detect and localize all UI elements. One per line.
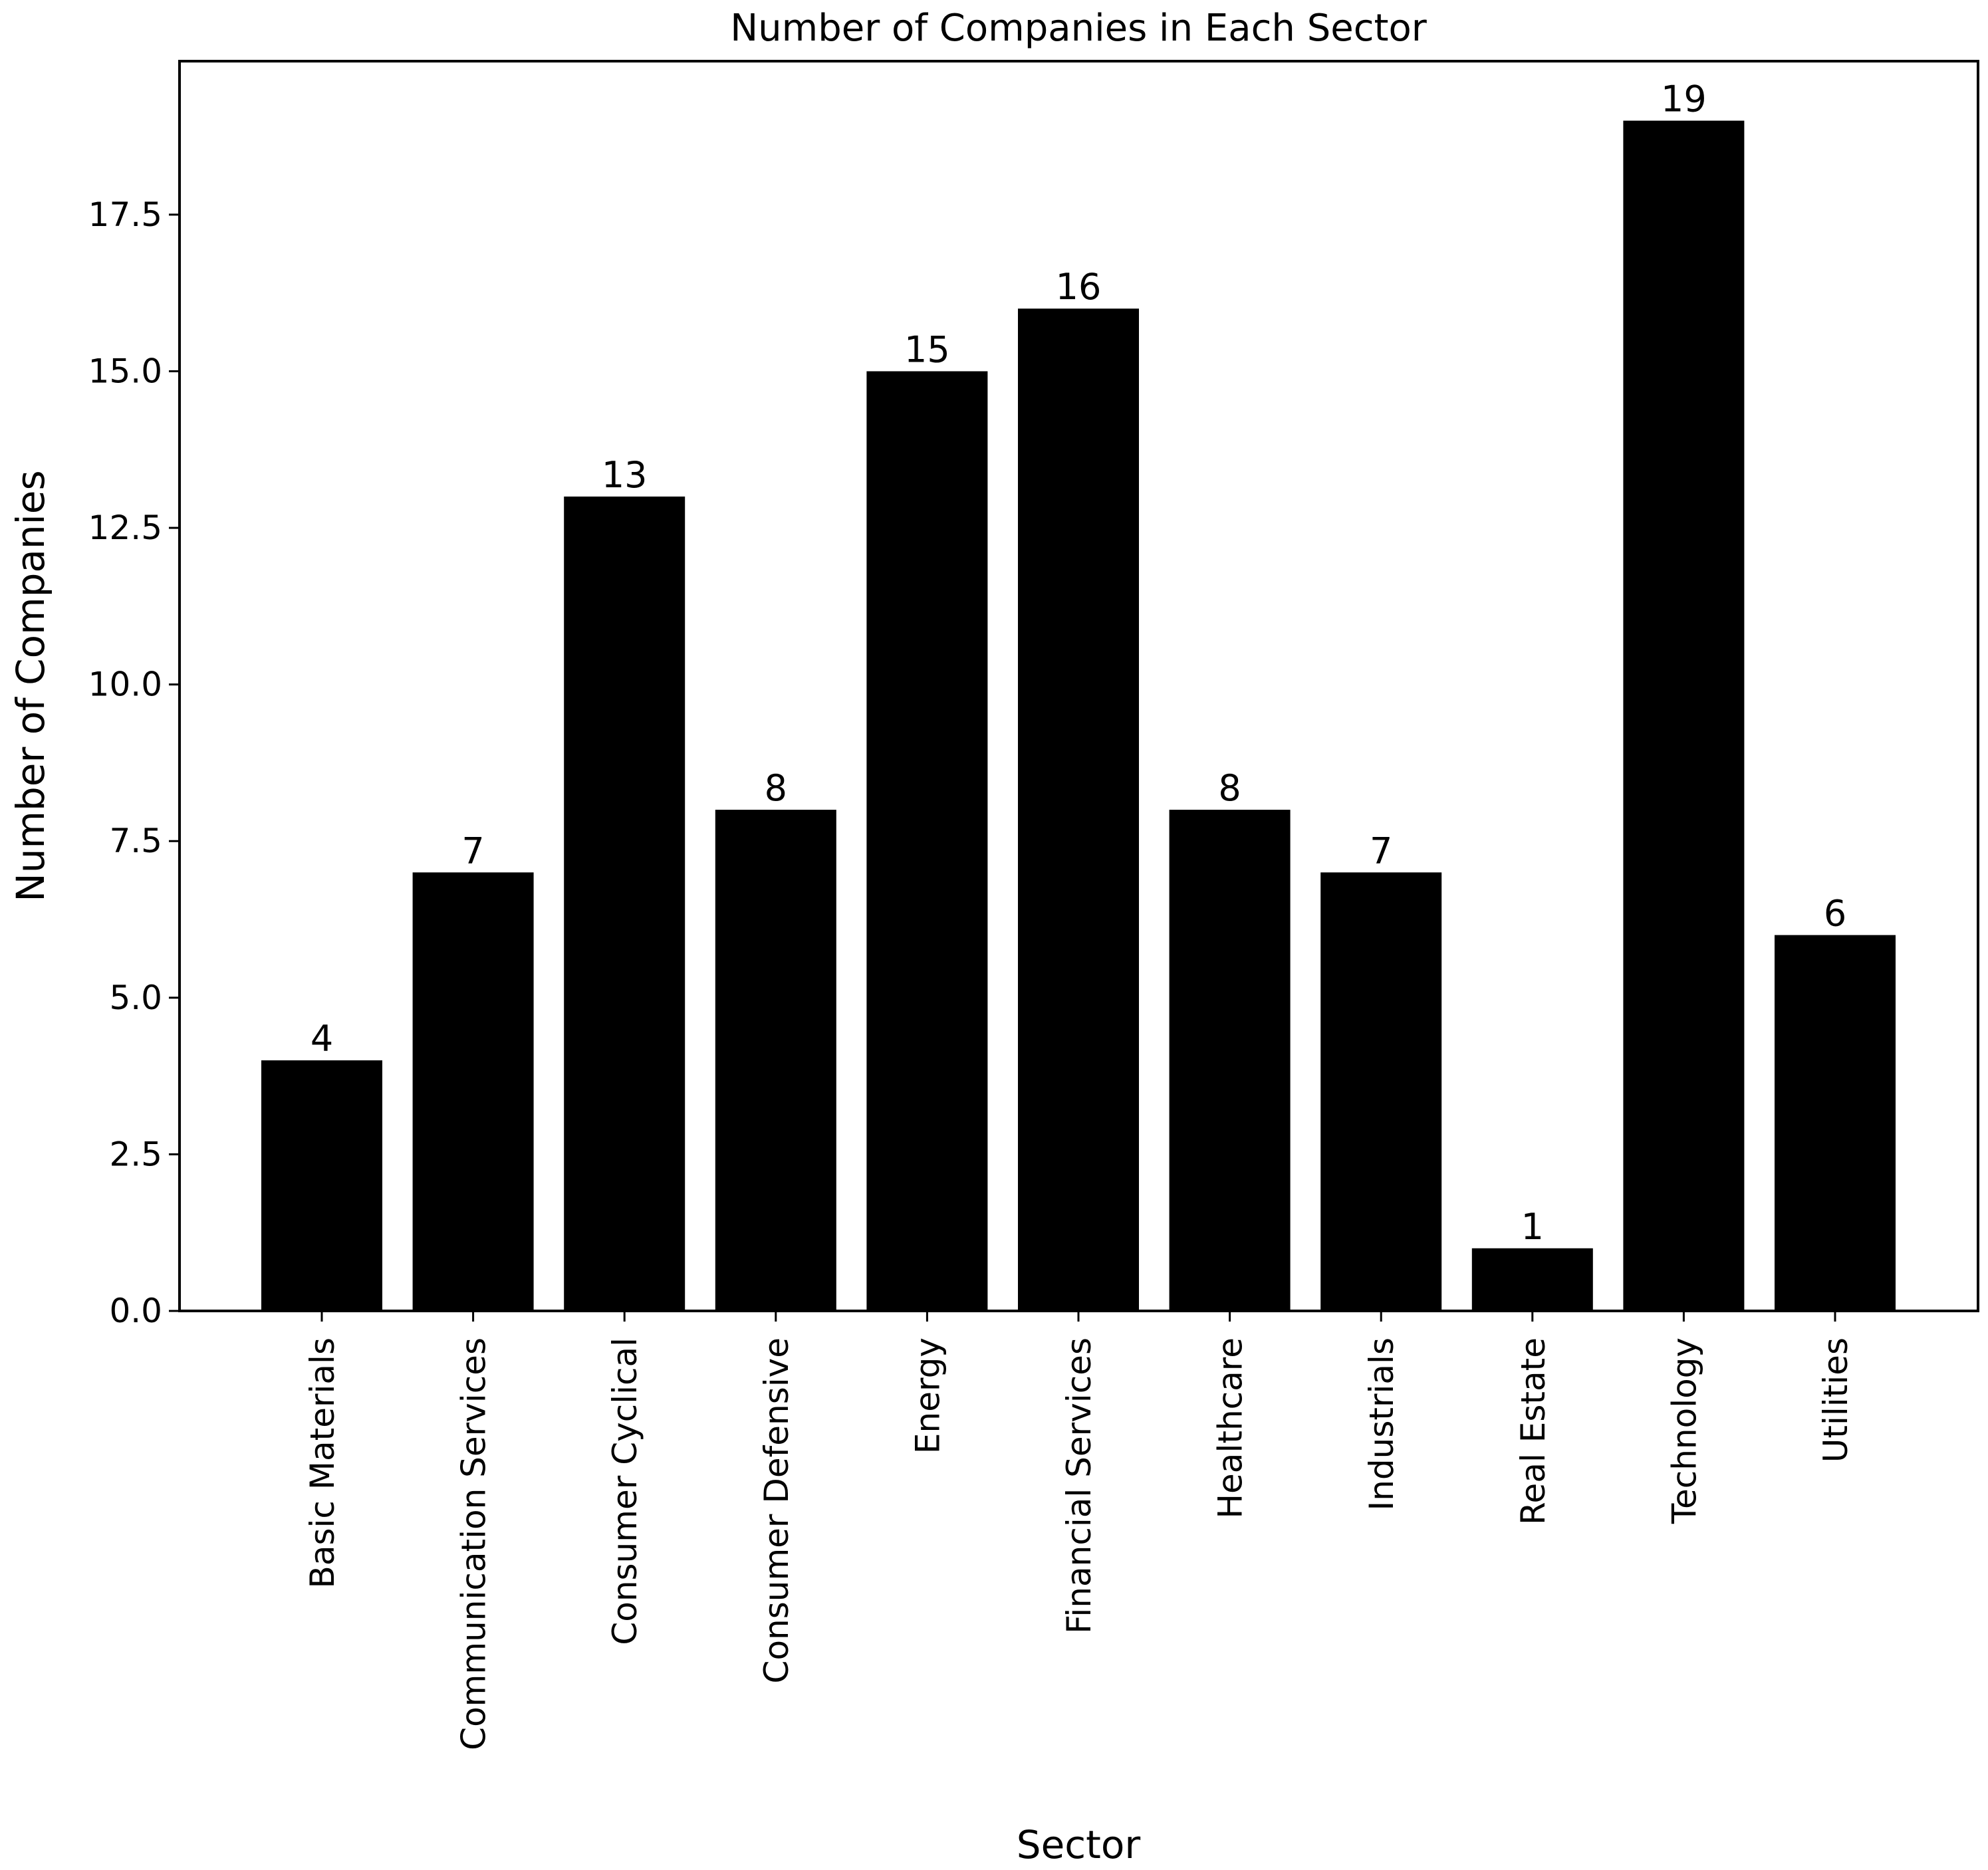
x-tick-label: Consumer Cyclical <box>606 1338 644 1645</box>
bar-communication-services <box>412 872 534 1311</box>
y-tick-label: 5.0 <box>109 979 162 1017</box>
data-label: 7 <box>461 830 484 872</box>
bar-energy <box>866 371 988 1311</box>
y-tick-label: 15.0 <box>88 352 162 390</box>
data-label: 1 <box>1521 1206 1544 1248</box>
bar-consumer-defensive <box>715 810 836 1311</box>
y-tick-label: 12.5 <box>88 509 162 547</box>
data-label: 15 <box>904 328 950 370</box>
plot-frame <box>178 60 1979 1312</box>
bars-group <box>261 120 1896 1312</box>
bar-healthcare <box>1169 810 1291 1311</box>
data-label: 8 <box>765 767 787 809</box>
bar-financial-services <box>1018 308 1139 1311</box>
y-tick-label: 17.5 <box>88 195 162 234</box>
x-tick-label: Real Estate <box>1514 1338 1553 1525</box>
x-tick-label: Basic Materials <box>303 1338 342 1588</box>
bar-industrials <box>1320 872 1442 1311</box>
bar-technology <box>1623 120 1745 1311</box>
bar-basic-materials <box>261 1060 382 1311</box>
x-axis-label: Sector <box>1017 1822 1141 1867</box>
x-tick-label: Communication Services <box>455 1338 493 1750</box>
x-tick-label: Consumer Defensive <box>757 1338 796 1683</box>
x-tick-label: Energy <box>908 1338 947 1454</box>
x-tick-label: Financial Services <box>1060 1338 1098 1634</box>
bar-consumer-cyclical <box>564 496 685 1312</box>
bar-real-estate <box>1471 1248 1593 1311</box>
data-label: 16 <box>1056 266 1102 308</box>
y-axis-label: Number of Companies <box>8 470 53 901</box>
x-tick-label: Industrials <box>1362 1338 1401 1511</box>
y-tick-label: 7.5 <box>109 822 162 860</box>
y-tick-label: 0.0 <box>109 1292 162 1330</box>
x-tick-label: Healthcare <box>1211 1338 1250 1519</box>
x-tick-label: Technology <box>1665 1338 1703 1524</box>
data-label: 8 <box>1218 767 1241 809</box>
data-label: 19 <box>1661 78 1707 120</box>
x-axis: Basic Materials Communication Services Con… <box>303 1311 1855 1750</box>
y-axis: 0.0 2.5 5.0 7.5 10.0 12.5 15.0 17.5 <box>88 195 180 1330</box>
data-label: 13 <box>602 454 648 496</box>
x-tick-label: Utilities <box>1816 1338 1855 1462</box>
chart-title: Number of Companies in Each Sector <box>730 7 1427 50</box>
y-tick-label: 10.0 <box>88 665 162 704</box>
data-label: 7 <box>1370 830 1392 872</box>
data-label: 6 <box>1824 893 1846 935</box>
y-tick-label: 2.5 <box>109 1135 162 1173</box>
data-labels-group: 4 7 13 8 15 16 8 7 1 19 6 <box>311 78 1846 1248</box>
data-label: 4 <box>311 1018 333 1060</box>
bar-utilities <box>1775 935 1896 1311</box>
